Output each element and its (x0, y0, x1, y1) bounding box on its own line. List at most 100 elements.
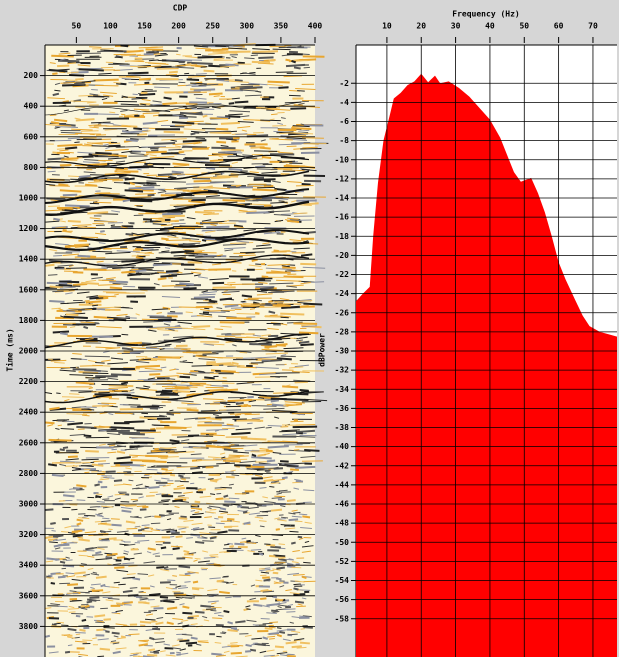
seismic-trace (225, 65, 238, 66)
seismic-trace (152, 629, 160, 630)
seismic-trace (139, 592, 144, 593)
seismic-trace (253, 307, 260, 308)
seismic-trace (92, 590, 103, 591)
seismic-trace (151, 150, 158, 151)
seismic-trace (198, 372, 205, 373)
y-tick-label: -28 (335, 327, 350, 336)
seismic-trace (49, 186, 69, 187)
seismic-trace (174, 348, 190, 349)
seismic-trace (161, 367, 167, 368)
seismic-trace (93, 377, 106, 378)
y-tick-label: 3400 (19, 561, 38, 570)
seismic-trace (257, 470, 264, 471)
seismic-trace (287, 500, 296, 501)
seismic-trace (244, 523, 251, 524)
seismic-trace (291, 567, 301, 568)
seismic-trace (137, 506, 146, 507)
seismic-trace (300, 344, 313, 345)
seismic-trace (245, 414, 260, 415)
seismic-trace (114, 463, 133, 464)
seismic-trace (95, 153, 111, 154)
seismic-trace (294, 67, 301, 68)
seismic-trace (241, 306, 265, 307)
x-tick-label: 300 (240, 22, 255, 31)
seismic-trace (188, 201, 205, 202)
seismic-trace (210, 537, 217, 538)
seismic-trace (85, 185, 97, 186)
seismic-trace (226, 260, 237, 261)
seismic-trace (191, 638, 198, 639)
seismic-trace (139, 94, 155, 95)
seismic-trace (203, 115, 208, 116)
seismic-trace (210, 132, 232, 133)
seismic-trace (79, 630, 85, 631)
seismic-trace (232, 363, 239, 364)
seismic-trace (277, 358, 292, 359)
seismic-trace (116, 83, 126, 84)
seismic-trace (206, 168, 215, 169)
seismic-trace (63, 565, 74, 566)
seismic-trace (299, 59, 316, 60)
seismic-trace (111, 449, 116, 450)
seismic-trace (198, 57, 223, 58)
seismic-trace (202, 240, 206, 241)
seismic-trace (84, 469, 91, 470)
seismic-trace (56, 535, 63, 536)
seismic-trace (302, 516, 310, 517)
seismic-trace (178, 496, 185, 497)
seismic-trace (68, 457, 78, 458)
seismic-trace (278, 559, 286, 560)
seismic-trace (257, 515, 269, 516)
seismic-trace (243, 512, 247, 513)
seismic-trace (109, 391, 121, 392)
seismic-trace (122, 511, 132, 512)
seismic-trace (168, 149, 181, 150)
seismic-trace (252, 62, 270, 63)
y-tick-label: -4 (339, 98, 349, 107)
seismic-trace (66, 268, 87, 269)
x-tick-label: 40 (485, 22, 495, 31)
seismic-trace (233, 138, 240, 139)
seismic-trace (298, 537, 302, 538)
seismic-trace (231, 433, 250, 434)
seismic-trace (97, 264, 117, 265)
seismic-trace (128, 634, 139, 635)
y-tick-label: -22 (335, 270, 350, 279)
seismic-trace (149, 374, 160, 375)
seismic-trace (54, 90, 60, 91)
seismic-trace (79, 69, 104, 70)
y-tick-label: -38 (335, 423, 350, 432)
seismic-trace (262, 157, 271, 158)
seismic-trace (212, 618, 222, 619)
seismic-trace (79, 555, 88, 556)
seismic-trace (263, 623, 273, 624)
seismic-trace (136, 366, 160, 367)
seismic-trace (150, 429, 155, 430)
seismic-trace (147, 655, 157, 656)
seismic-trace (299, 332, 318, 333)
seismic-trace (280, 314, 304, 315)
seismic-trace (239, 255, 256, 256)
seismic-trace (53, 255, 62, 256)
seismic-trace (187, 410, 199, 411)
seismic-trace (110, 587, 120, 588)
y-tick-label: 1600 (19, 285, 38, 294)
seismic-trace (275, 599, 284, 600)
seismic-trace (52, 73, 57, 74)
seismic-trace (82, 620, 86, 621)
chart: CDP Frequency (Hz) Time (ms) dBPower 200… (0, 0, 619, 657)
seismic-trace (134, 516, 139, 517)
seismic-trace (296, 481, 303, 482)
seismic-trace (66, 314, 79, 315)
seismic-trace (241, 438, 266, 439)
seismic-trace (74, 572, 85, 573)
seismic-trace (176, 597, 182, 598)
seismic-trace (296, 606, 306, 607)
seismic-trace (65, 205, 90, 206)
seismic-trace (179, 117, 196, 118)
seismic-trace (121, 272, 135, 273)
seismic-trace (164, 132, 184, 133)
seismic-trace (86, 301, 101, 302)
seismic-trace (192, 505, 198, 506)
seismic-trace (282, 267, 295, 268)
